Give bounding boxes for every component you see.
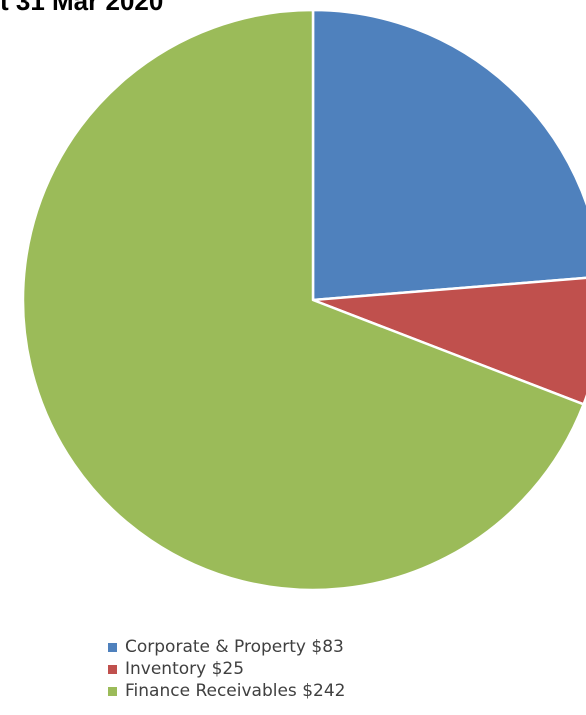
legend-label-inventory: Inventory $25 <box>125 659 244 679</box>
legend-swatch-finance-receivables <box>108 687 117 696</box>
legend-item-corporate-property: Corporate & Property $83 <box>108 636 345 658</box>
legend-item-finance-receivables: Finance Receivables $242 <box>108 680 345 702</box>
legend: Corporate & Property $83 Inventory $25 F… <box>108 636 345 702</box>
legend-label-corporate-property: Corporate & Property $83 <box>125 637 344 657</box>
legend-swatch-corporate-property <box>108 643 117 652</box>
pie-slice-corporate-property <box>313 10 586 300</box>
legend-item-inventory: Inventory $25 <box>108 658 345 680</box>
legend-swatch-inventory <box>108 665 117 674</box>
legend-label-finance-receivables: Finance Receivables $242 <box>125 681 345 701</box>
